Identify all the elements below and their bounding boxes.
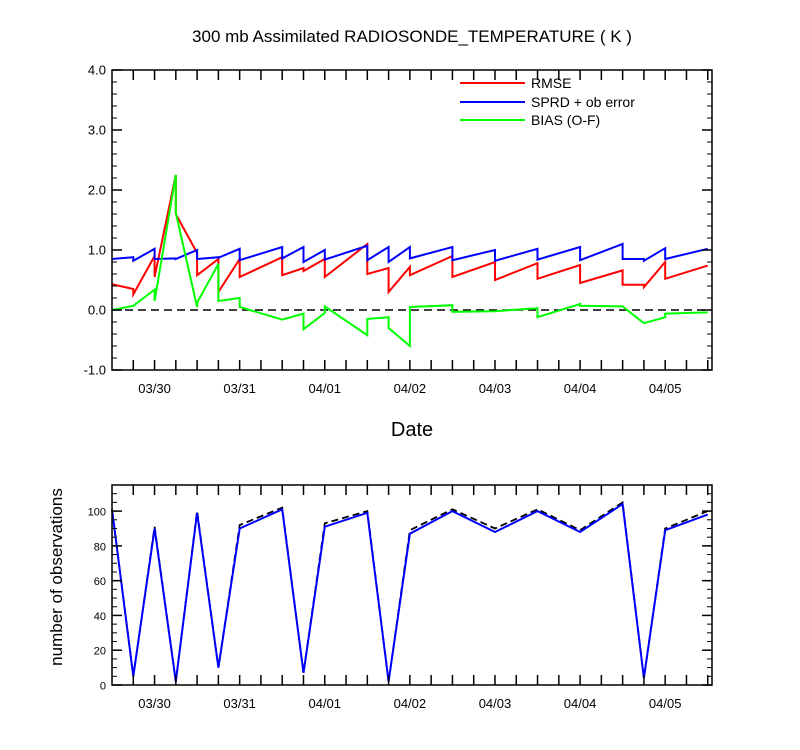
legend: RMSE SPRD + ob error BIAS (O-F) <box>460 75 635 128</box>
top-x-tick-label: 03/30 <box>138 381 171 396</box>
top-y-tick-label: 0.0 <box>88 303 106 318</box>
bottom-plot-frame <box>111 484 713 686</box>
top-x-tick-label: 03/31 <box>223 381 256 396</box>
top-x-tick-label: 04/01 <box>308 381 341 396</box>
bottom-x-tick-label: 04/02 <box>394 696 427 711</box>
legend-sprd-label: SPRD + ob error <box>531 94 635 110</box>
bottom-x-tick-label: 04/04 <box>564 696 597 711</box>
bottom-y-tick-label: 80 <box>94 541 106 553</box>
top-x-tick-label: 04/04 <box>564 381 597 396</box>
bottom-x-tick-label: 03/31 <box>223 696 256 711</box>
bottom-y-tick-label: 60 <box>94 576 106 588</box>
top-x-tick-label: 04/03 <box>479 381 512 396</box>
bottom-x-tick-label: 04/05 <box>649 696 682 711</box>
top-x-tick-label: 04/05 <box>649 381 682 396</box>
bottom-y-axis-label: number of observations <box>47 488 66 666</box>
top-plot-frame <box>111 69 713 371</box>
bottom-series-assimilated <box>111 502 709 682</box>
top-chart-title: 300 mb Assimilated RADIOSONDE_TEMPERATUR… <box>192 27 632 46</box>
top-y-tick-label: -1.0 <box>84 363 106 378</box>
bottom-x-tick-label: 04/01 <box>308 696 341 711</box>
bottom-series-possible <box>111 500 709 682</box>
top-y-tick-label: 4.0 <box>88 63 106 78</box>
bottom-y-tick-label: 100 <box>88 507 106 519</box>
bottom-y-tick-label: 40 <box>94 611 106 623</box>
top-series-bias-o-f <box>111 174 708 349</box>
top-series-sprd-ob-error <box>111 242 708 264</box>
bottom-panel: 03/30 03/31 04/01 04/02 04/03 04/04 04/05 0 20 40… <box>47 484 713 711</box>
top-y-tick-label: 3.0 <box>88 123 106 138</box>
top-series-rmse <box>111 174 708 299</box>
top-panel: 300 mb Assimilated RADIOSONDE_TEMPERATUR… <box>84 27 713 441</box>
top-x-tick-label: 04/02 <box>394 381 427 396</box>
legend-rmse-label: RMSE <box>531 75 571 91</box>
bottom-y-tick-label: 0 <box>100 681 106 693</box>
top-y-tick-label: 1.0 <box>88 243 106 258</box>
legend-bias-label: BIAS (O-F) <box>531 112 600 128</box>
bottom-x-tick-label: 04/03 <box>479 696 512 711</box>
top-y-tick-label: 2.0 <box>88 183 106 198</box>
top-x-axis-label: Date <box>391 419 433 441</box>
bottom-x-tick-label: 03/30 <box>138 696 171 711</box>
bottom-y-tick-label: 20 <box>94 646 106 658</box>
